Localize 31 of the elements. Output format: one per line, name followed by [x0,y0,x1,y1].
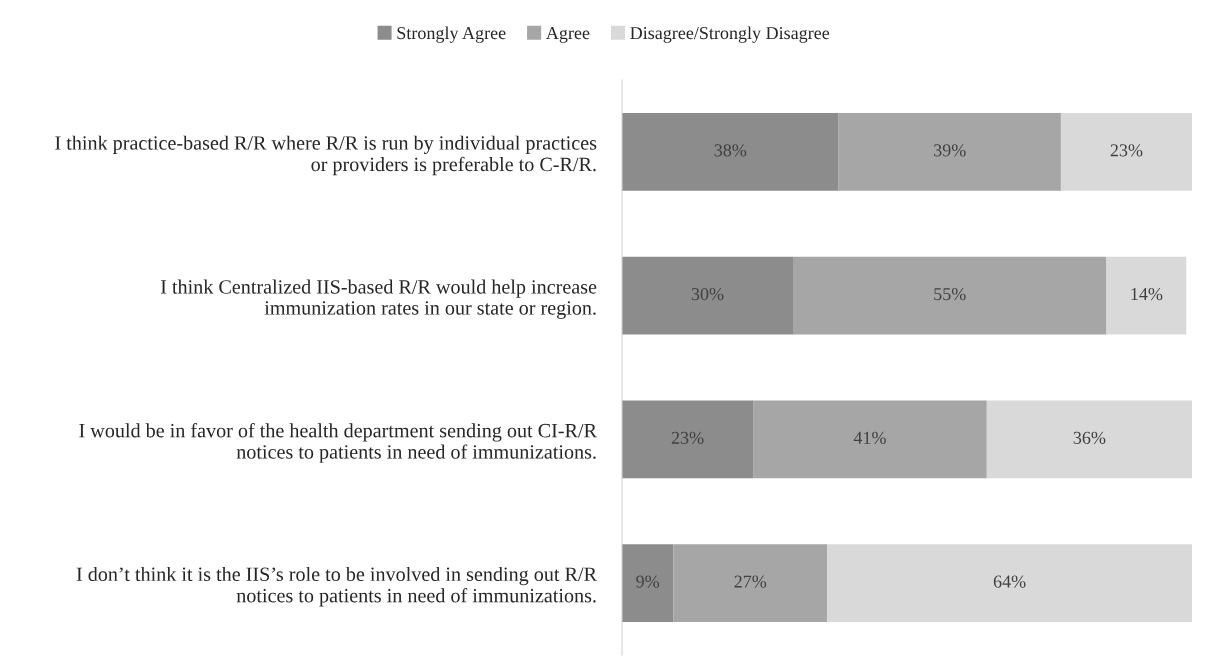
y-tick-label: I would be in favor of the health department sending out CI-R/R notices to patients in need of immunizations. [79,423,597,463]
y-tick-label: I think Centralized IIS-based R/R would help increase immunization rates in our state or region. [160,279,597,319]
legend-label: Disagree/Strongly Disagree [630,26,830,43]
bar [622,256,793,335]
data-label: 14% [1131,287,1163,301]
data-label: 55% [934,287,966,301]
data-label: 23% [1110,144,1143,157]
y-tick-label: I think practice-based R/R where R/R is run by individual practices or providers is preferable to C-R/R. [55,135,597,176]
y-tick-label: I don’t think it is the IIS’s role to be involved in sending out R/R notices to patients in need of immunizations. [76,566,597,607]
data-label: 41% [853,431,886,444]
legend-label: Agree [546,27,590,43]
data-label: 23% [671,431,704,444]
data-label: 36% [1073,431,1106,444]
data-label: 38% [714,144,747,157]
bar [827,544,1192,622]
data-label: 64% [993,575,1026,588]
data-label: 39% [934,144,966,157]
bar [753,400,987,479]
bar [1106,256,1187,335]
legend-label: Strongly Agree [397,26,506,43]
bar [673,544,828,622]
bar [622,544,674,622]
bar [1060,113,1192,191]
data-label: 9% [636,575,660,588]
bar [793,256,1107,335]
data-label: 30% [691,287,724,301]
bar [838,113,1061,191]
data-label: 27% [734,575,767,588]
bar [622,400,754,479]
bar [622,113,839,191]
bar [986,400,1192,479]
